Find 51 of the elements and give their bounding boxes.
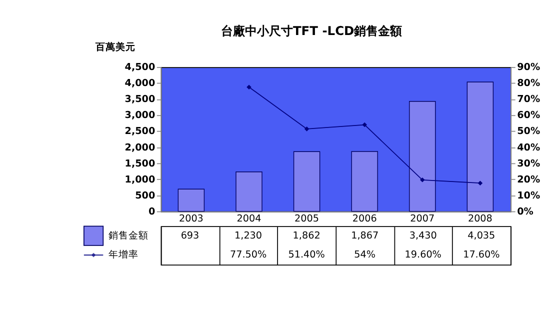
y2-tick-label: 80% [517, 78, 540, 90]
x-tick-label: 2004 [236, 213, 262, 224]
data-label: 3,430 [409, 230, 437, 242]
x-tick-label: 2005 [294, 213, 320, 224]
data-label: 1,230 [234, 230, 262, 242]
y-tick-label: 3,500 [124, 94, 156, 106]
x-tick-label: 2008 [468, 213, 492, 224]
bar [466, 82, 494, 212]
y-tick-label: 500 [135, 190, 156, 202]
point [304, 126, 310, 132]
data-label: 693 [180, 230, 200, 242]
y2-tick-label: 70% [517, 94, 540, 106]
point [362, 122, 367, 128]
data-label: 17.60% [463, 250, 500, 261]
y-tick-label: 2,000 [124, 142, 156, 154]
data-label: 77.50% [230, 250, 267, 261]
y2-tick-label: 0% [517, 206, 534, 218]
chart-title: 台廠中小尺寸TFT -LCD銷售金額 [220, 24, 402, 38]
y2-tick-label: 40% [517, 142, 540, 154]
bar [236, 172, 262, 212]
y-tick-label: 1,500 [124, 158, 156, 170]
y-tick-label: 1,000 [124, 174, 156, 186]
y-tick-label: 2,500 [124, 126, 156, 138]
x-tick-label: 2003 [178, 213, 204, 224]
data-label: 4,035 [468, 230, 496, 242]
data-label: 19.60% [404, 250, 442, 261]
point [478, 180, 483, 186]
legend-label: 銷售金額 [108, 229, 148, 242]
y2-tick-label: 60% [517, 110, 540, 122]
y-tick-label: 4,000 [124, 78, 156, 90]
data-label: 1,862 [292, 230, 320, 242]
y-tick-label: 0 [148, 206, 156, 218]
y-tick-label: 4,500 [124, 62, 156, 74]
point [420, 178, 425, 182]
bar [178, 188, 205, 212]
bar [351, 151, 378, 212]
data-label: 54% [354, 250, 376, 261]
data-label: 1,867 [351, 230, 379, 242]
bar [409, 101, 436, 212]
y2-tick-label: 20% [517, 174, 540, 186]
y2-tick-label: 30% [517, 158, 540, 170]
y-axis-title: 百萬美元 [94, 41, 136, 54]
legend-label: 年增率 [108, 248, 138, 261]
x-tick-label: 2006 [352, 213, 377, 224]
data-label: 51.40% [288, 250, 325, 261]
y2-tick-label: 50% [517, 126, 540, 138]
y2-tick-label: 90% [517, 62, 540, 74]
y-tick-label: 3,000 [124, 110, 156, 122]
bar [293, 151, 320, 212]
x-tick-label: 2007 [410, 213, 435, 224]
y2-tick-label: 10% [517, 190, 540, 202]
